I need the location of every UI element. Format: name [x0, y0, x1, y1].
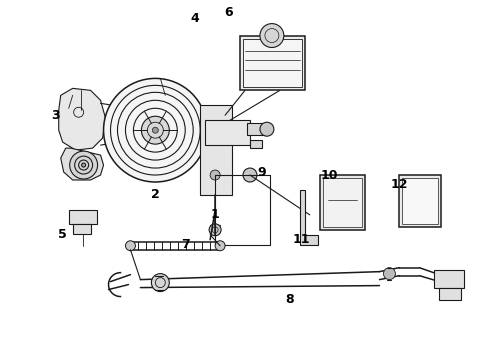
Text: 9: 9 [258, 166, 266, 179]
Bar [439, 288, 461, 300]
Bar [200, 105, 232, 195]
Bar [240, 36, 305, 90]
Circle shape [215, 241, 225, 251]
Text: 12: 12 [391, 179, 408, 192]
Circle shape [260, 122, 274, 136]
Text: 6: 6 [224, 6, 232, 19]
Circle shape [210, 170, 220, 180]
Text: 4: 4 [191, 12, 199, 25]
Circle shape [103, 78, 207, 182]
Bar [73, 224, 91, 234]
Bar [399, 175, 441, 227]
Bar [69, 210, 97, 224]
Circle shape [142, 116, 169, 144]
Text: 2: 2 [151, 188, 160, 202]
Circle shape [151, 274, 169, 292]
Polygon shape [300, 190, 318, 245]
Bar [434, 270, 464, 288]
Bar [402, 178, 438, 224]
Circle shape [209, 224, 221, 236]
Bar [250, 140, 262, 148]
Polygon shape [61, 148, 103, 180]
Circle shape [152, 127, 158, 133]
Text: 10: 10 [321, 168, 339, 181]
Bar [247, 123, 267, 135]
Circle shape [70, 151, 98, 179]
Bar [323, 178, 362, 227]
Text: 7: 7 [181, 238, 190, 251]
Bar [319, 175, 365, 230]
Text: 3: 3 [51, 109, 60, 122]
Text: 11: 11 [293, 233, 311, 246]
Polygon shape [59, 88, 105, 150]
Circle shape [82, 163, 86, 167]
Text: 1: 1 [211, 208, 220, 221]
Text: 5: 5 [58, 228, 67, 241]
Circle shape [384, 268, 395, 280]
Circle shape [260, 24, 284, 48]
Circle shape [243, 168, 257, 182]
Text: 8: 8 [286, 293, 294, 306]
Circle shape [125, 241, 135, 251]
Bar [243, 39, 302, 87]
Bar [205, 120, 250, 145]
